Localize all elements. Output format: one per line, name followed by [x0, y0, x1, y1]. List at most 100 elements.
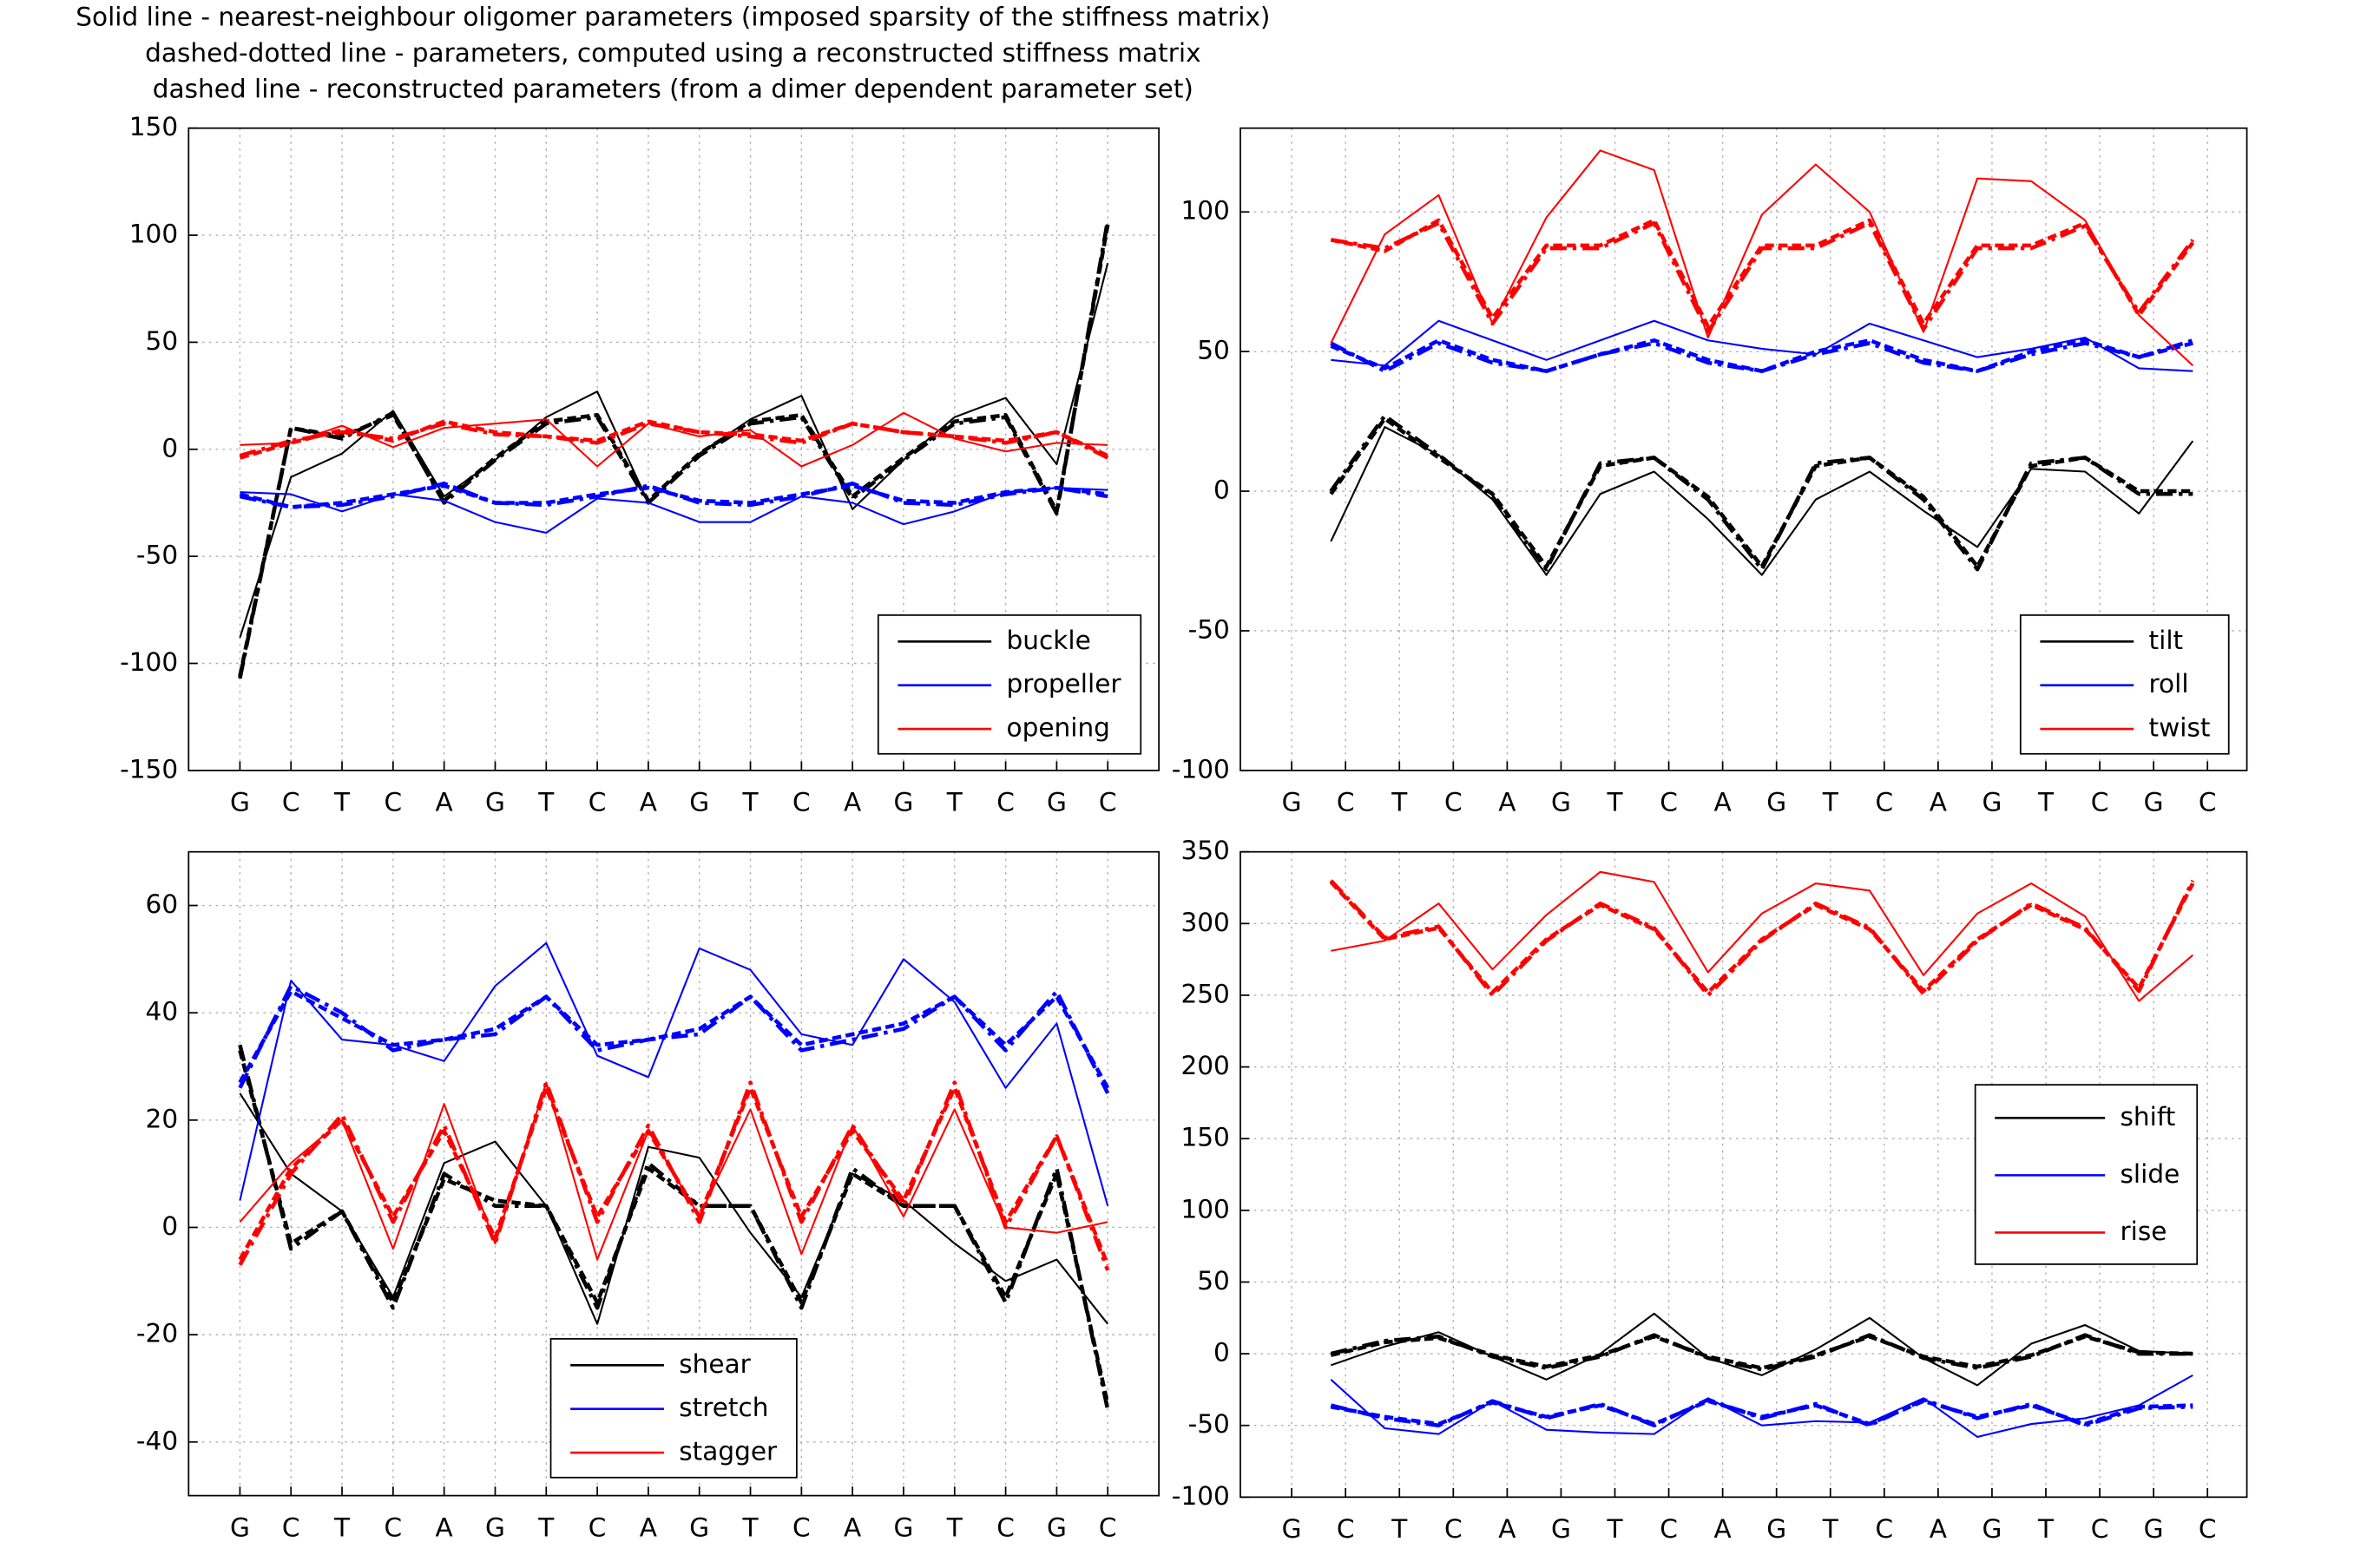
- x-tick-label: C: [2091, 788, 2109, 817]
- axes-frame: [187, 850, 1161, 1497]
- x-tick-label: G: [1047, 1512, 1067, 1542]
- x-tick-label: T: [2037, 1514, 2055, 1544]
- x-tick-label: T: [742, 788, 759, 817]
- x-tick-label: C: [1337, 1514, 1355, 1544]
- x-tick-label: C: [792, 788, 811, 817]
- legend-label: stretch: [679, 1393, 768, 1422]
- x-tick-label: G: [1551, 1514, 1571, 1544]
- x-tick-label: C: [588, 788, 607, 817]
- legend-label: slide: [2121, 1159, 2180, 1189]
- series-line: [1331, 319, 2193, 372]
- series-line: [1329, 417, 2193, 569]
- x-tick-label: T: [1391, 788, 1408, 817]
- x-tick-label: A: [1930, 1514, 1947, 1544]
- x-tick-label: T: [946, 788, 963, 817]
- y-tick-label: 350: [1180, 836, 1229, 865]
- x-tick-label: T: [1391, 1514, 1408, 1544]
- x-tick-label: G: [1282, 788, 1302, 817]
- y-tick-label: -100: [1172, 1481, 1230, 1511]
- legend-label: opening: [1007, 713, 1110, 743]
- x-tick-label: C: [2199, 1514, 2217, 1544]
- y-tick-label: 150: [129, 112, 178, 141]
- title-line: dashed line - reconstructed parameters (…: [153, 75, 1193, 104]
- x-tick-label: A: [1498, 788, 1516, 817]
- x-tick-label: A: [1714, 788, 1732, 817]
- x-tick-label: G: [689, 1512, 709, 1542]
- title-line: dashed-dotted line - parameters, compute…: [145, 38, 1200, 68]
- y-tick-label: 0: [161, 1211, 178, 1241]
- x-tick-label: C: [996, 788, 1015, 817]
- series-line: [1330, 1333, 2193, 1372]
- series-line: [1330, 338, 2194, 373]
- series-line: [238, 989, 1110, 1089]
- x-tick-label: G: [1982, 1514, 2002, 1544]
- series-line: [238, 983, 1110, 1094]
- x-tick-label: T: [1822, 1514, 1839, 1544]
- legend-label: stagger: [679, 1437, 778, 1466]
- series-line: [1330, 338, 2193, 373]
- series-line: [1330, 1399, 2193, 1427]
- y-tick-label: 50: [1197, 336, 1230, 365]
- x-tick-label: T: [1822, 788, 1839, 817]
- legend-label: buckle: [1007, 626, 1091, 655]
- x-tick-label: A: [1498, 1514, 1516, 1544]
- x-tick-label: C: [792, 1512, 811, 1542]
- x-tick-label: C: [996, 1512, 1015, 1542]
- series-line: [239, 483, 1108, 509]
- x-tick-label: G: [894, 1512, 914, 1542]
- x-tick-label: A: [1714, 1514, 1732, 1544]
- series-line: [1330, 220, 2195, 334]
- title-line: Solid line - nearest-neighbour oligomer …: [76, 2, 1270, 31]
- y-tick-label: -40: [136, 1426, 178, 1455]
- x-tick-label: A: [844, 788, 861, 817]
- y-tick-label: 250: [1180, 979, 1229, 1008]
- y-tick-label: -100: [120, 647, 178, 677]
- x-tick-label: G: [2144, 788, 2164, 817]
- series-line: [239, 419, 1109, 460]
- x-tick-label: T: [946, 1512, 963, 1542]
- x-tick-label: A: [844, 1512, 861, 1542]
- series-line: [240, 487, 1108, 535]
- x-tick-label: C: [2199, 788, 2217, 817]
- series-line: [1329, 880, 2195, 994]
- x-tick-label: C: [1876, 788, 1894, 817]
- x-tick-label: T: [537, 1512, 555, 1542]
- x-tick-label: C: [1876, 1514, 1894, 1544]
- series-line: [240, 411, 1108, 468]
- series-line: [1331, 870, 2194, 1002]
- x-tick-label: C: [282, 1512, 300, 1542]
- series-line: [1330, 425, 2194, 576]
- x-tick-label: G: [230, 788, 250, 817]
- x-tick-label: C: [282, 788, 300, 817]
- x-tick-label: G: [485, 788, 505, 817]
- x-tick-label: C: [1099, 1512, 1117, 1542]
- x-tick-label: A: [1930, 788, 1947, 817]
- x-tick-label: C: [588, 1512, 607, 1542]
- x-tick-label: T: [1606, 1514, 1623, 1544]
- x-tick-label: A: [640, 1512, 657, 1542]
- x-tick-label: G: [2144, 1514, 2164, 1544]
- y-tick-label: 100: [1180, 1194, 1229, 1224]
- legend-label: shear: [679, 1349, 751, 1379]
- y-tick-label: -50: [1188, 614, 1230, 644]
- y-tick-label: 40: [146, 997, 179, 1027]
- x-tick-label: T: [537, 788, 555, 817]
- x-tick-label: T: [333, 1512, 351, 1542]
- x-tick-label: C: [1660, 1514, 1678, 1544]
- y-tick-label: 300: [1180, 908, 1229, 937]
- y-tick-label: -20: [136, 1319, 178, 1348]
- x-tick-label: G: [1982, 788, 2002, 817]
- x-tick-label: C: [1444, 788, 1463, 817]
- y-tick-label: -100: [1172, 754, 1230, 784]
- legend-label: shift: [2121, 1102, 2176, 1132]
- x-tick-label: A: [640, 788, 657, 817]
- x-tick-label: G: [1766, 1514, 1786, 1544]
- x-tick-label: T: [2037, 788, 2055, 817]
- y-tick-label: 0: [161, 433, 178, 463]
- series-line: [1330, 1312, 2193, 1387]
- y-tick-label: -50: [1188, 1409, 1230, 1439]
- y-tick-label: 200: [1180, 1051, 1229, 1080]
- series-line: [238, 1080, 1110, 1271]
- y-tick-label: 100: [1180, 196, 1229, 226]
